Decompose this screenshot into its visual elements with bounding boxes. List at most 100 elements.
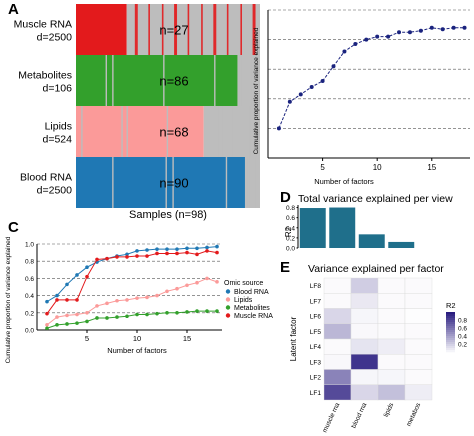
heatmap-cell [323,293,352,309]
legend-swatch [225,289,231,294]
y-tick-label: 0.4 [25,293,34,300]
sample-stripe [251,157,253,208]
sample-stripe [253,55,256,106]
colorbar-step [446,322,455,325]
sample-stripe [253,4,256,55]
colorbar-step [446,320,455,323]
data-point [205,309,209,313]
view-name: Blood RNA [20,172,72,184]
data-point [276,126,281,131]
sample-stripe [249,157,252,208]
panel-d-title: Total variance explained per view [298,193,453,205]
data-point [85,311,89,315]
x-tick-label: 10 [373,163,382,172]
heatmap-cell [323,338,352,355]
data-point [85,319,89,324]
sample-stripe [216,106,219,157]
sample-stripe [239,55,242,106]
sample-stripe [187,4,190,55]
colorbar-step [446,314,455,317]
view-missing-block [126,4,260,55]
sample-stripe [175,4,178,55]
legend-label: Blood RNA [234,289,269,296]
panel-c-legend-title: Omic source [224,280,263,287]
heatmap-cell [323,277,352,294]
data-point [195,280,199,285]
sample-stripe [249,106,251,157]
data-point [155,293,159,298]
colorbar-step [446,342,455,345]
data-point [215,309,219,313]
bar [358,234,385,248]
heatmap-cell [323,384,352,401]
sample-stripe [201,4,203,55]
data-point [115,315,119,319]
sample-stripe [253,157,256,208]
bar [388,241,415,248]
missing-sample-stripe [214,55,216,106]
bar [299,208,326,248]
data-point [145,295,149,300]
data-point [135,254,139,258]
x-tick-label: 10 [133,334,141,343]
data-point [45,326,49,331]
heatmap-cell [377,338,406,355]
panel-c-ylabel: Cumulative proportion of variance explai… [5,236,12,363]
sample-stripe [232,106,235,157]
heatmap-cell [350,369,379,385]
panel-b-ylabel: Cumulative proportion of variance explai… [253,27,260,154]
view-name: Lipids [45,121,72,133]
colorbar-tick-label: 0.4 [458,334,467,341]
data-point [195,309,199,313]
missing-sample-stripe [105,55,107,106]
view-missing-block [203,106,260,157]
sample-stripe [226,4,229,55]
data-point [287,99,292,104]
data-point [75,298,79,302]
sample-stripe [148,4,150,55]
data-point [155,247,159,251]
view-dimension: d=106 [43,83,73,95]
sample-stripe [241,55,244,106]
data-point [205,249,209,253]
data-point [195,252,199,257]
panel-c-variance-by-omic-chart: 0.0 0.2 0.4 0.6 0.8 1.0 5 10 15 [25,242,222,343]
data-point [185,250,189,255]
data-point [165,311,169,315]
colorbar-step [446,318,455,321]
data-point [105,256,109,261]
colorbar-step [446,324,455,327]
data-point [397,30,402,35]
heatmap-cell [350,338,379,355]
data-point [115,298,119,303]
data-point [125,314,129,319]
heatmap-cell [377,308,406,324]
view-dimension: d=2500 [37,32,72,44]
view-present-block [76,4,127,55]
column-label: metabos [405,401,422,427]
x-tick-label: 5 [85,334,89,343]
data-point [55,315,59,319]
data-point [145,312,149,317]
data-point [215,244,219,249]
data-point [75,273,79,277]
sample-stripe [245,157,248,208]
data-point [125,298,129,302]
sample-stripe [213,4,215,55]
y-tick-label: 0.2 [286,235,295,242]
data-point [65,298,69,302]
data-point [125,255,129,259]
data-point [215,250,219,255]
heatmap-cell [350,323,379,340]
panel-letter-d: D [280,189,291,206]
colorbar-step [446,346,455,349]
heatmap-cell [404,338,433,355]
data-point [135,249,139,253]
data-point [429,25,434,30]
colorbar-step [446,330,455,333]
colorbar-step [446,344,455,347]
heatmap-cell [323,308,352,324]
sample-stripe [174,4,176,55]
